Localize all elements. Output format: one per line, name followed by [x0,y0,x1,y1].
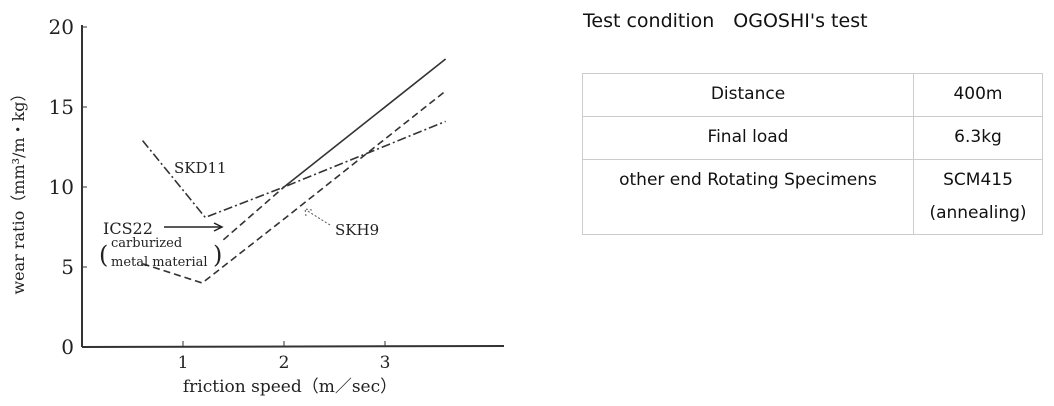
axes [81,25,505,348]
cell-value: 400m [913,73,1043,117]
x-tick-label: 1 [178,353,189,373]
skh9-arrow [304,208,331,226]
cell-key: other end Rotating Specimens [582,159,914,235]
cell-value: SCM415 (annealing) [913,159,1043,235]
x-tick-label: 2 [279,353,290,373]
table-row: Distance 400m [582,73,1043,117]
y-tick-label: 10 [49,175,74,199]
y-tick-label: 5 [61,255,74,279]
ics22-arrow [164,222,224,232]
table-row: other end Rotating Specimens SCM415 (annea… [582,159,1043,235]
x-tick-label: 3 [380,353,391,373]
x-axis [81,345,505,348]
test-condition-title: Test condition OGOSHI's test [583,10,868,32]
bracket-open: ( [99,241,108,269]
series-ics22-segment [283,58,447,188]
table-row: Final load 6.3kg [582,116,1043,160]
cell-value-line2: (annealing) [929,203,1027,223]
bracket-close: ) [213,241,222,269]
y-axis-label: wear ratio（mm³/m・kg） [9,85,28,294]
cell-value: 6.3kg [913,116,1043,160]
series-ics22-segment [222,186,285,241]
annotation-skd11: SKD11 [174,159,227,177]
series-skh9-line [142,90,447,284]
y-tick-label: 15 [49,95,74,119]
y-tick-label: 20 [49,15,74,39]
annotation-ics22-note-1: carburized [111,236,182,251]
wear-ratio-chart: 0 5 10 15 20 1 2 3 wear ratio（mm³/m・kg） frictio… [9,15,505,397]
series-skd11-line [141,120,446,219]
test-condition-table: Distance 400m Final load 6.3kg other end R… [582,73,1043,235]
cell-key: Distance [582,73,914,117]
cell-value-line1: SCM415 [943,170,1013,190]
cell-key: Final load [582,116,914,160]
x-axis-label: friction speed（m／sec） [183,377,397,397]
annotation-skh9: SKH9 [335,221,379,239]
y-tick-label: 0 [61,335,74,359]
annotation-ics22: ICS22 [103,219,153,238]
annotation-ics22-note-2: metal material [111,255,208,270]
